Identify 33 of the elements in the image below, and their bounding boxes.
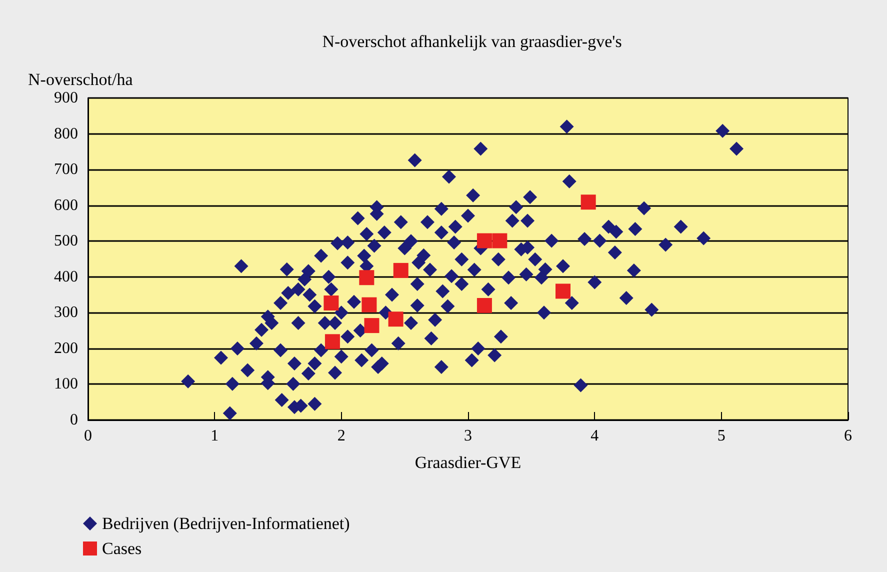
point <box>324 296 339 311</box>
y-tick-label: 400 <box>54 268 78 286</box>
legend-label: Bedrijven (Bedrijven-Informatienet) <box>102 514 350 533</box>
y-tick-label: 0 <box>70 412 78 428</box>
y-tick-label: 700 <box>54 161 78 178</box>
legend-label: Cases <box>102 539 142 558</box>
y-tick-label: 100 <box>54 376 78 393</box>
point <box>492 233 508 248</box>
point <box>580 194 596 210</box>
x-axis-title: Graasdier-GVE <box>414 453 522 472</box>
point <box>393 262 408 278</box>
point <box>388 312 404 327</box>
x-tick-label: 5 <box>717 428 726 444</box>
y-tick-label: 800 <box>54 125 78 142</box>
point <box>476 298 492 314</box>
y-tick-label: 300 <box>54 304 78 322</box>
point <box>364 318 380 334</box>
y-axis-title: N-overschot/ha <box>28 70 134 89</box>
x-tick-label: 6 <box>844 428 852 444</box>
x-tick-label: 1 <box>210 428 219 444</box>
y-tick-label: 900 <box>54 90 78 106</box>
point <box>359 270 374 286</box>
chart-title: N-overschot afhankelijk van graasdier-gve's <box>322 32 622 51</box>
point <box>556 284 570 299</box>
y-tick-label: 600 <box>54 196 78 214</box>
point <box>324 334 340 350</box>
point <box>362 297 377 312</box>
x-tick-label: 0 <box>84 428 92 444</box>
x-tick-label: 3 <box>464 428 472 444</box>
x-tick-label: 2 <box>337 428 346 444</box>
y-tick-label: 500 <box>54 232 78 250</box>
y-tick-label: 200 <box>54 340 78 357</box>
x-tick-label: 4 <box>590 428 599 444</box>
